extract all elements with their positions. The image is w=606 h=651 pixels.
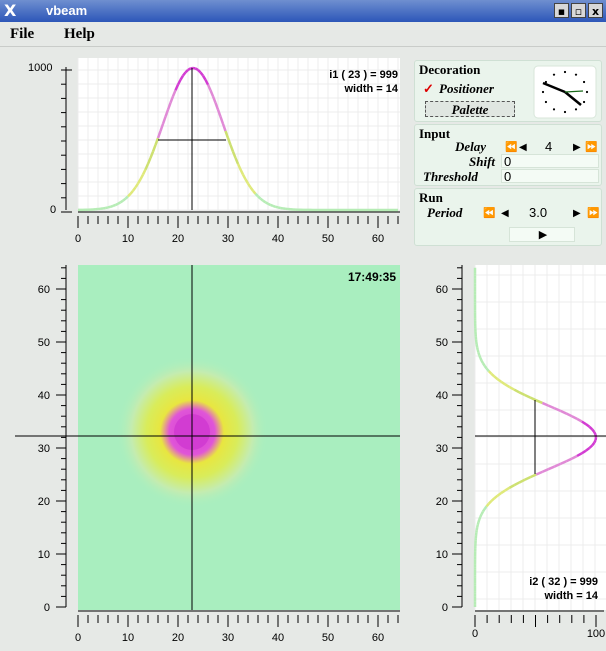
delay-label: Delay <box>455 139 487 154</box>
y-tick-label: 10 <box>436 549 448 561</box>
period-label: Period <box>427 205 463 220</box>
input-panel: Input Delay ⏪ ◀ 4 ▶ ⏩ Shift 0 Threshold … <box>414 124 602 186</box>
minimize-icon[interactable]: ▪ <box>554 3 569 18</box>
width-readout: width = 14 <box>344 83 399 95</box>
x-tick-label: 60 <box>372 632 384 644</box>
shift-field[interactable]: 0 <box>501 154 599 169</box>
run-title: Run <box>419 190 443 205</box>
x-tick-label: 10 <box>122 632 134 644</box>
y-tick-label: 0 <box>50 204 56 216</box>
x-tick-label: 60 <box>372 233 384 245</box>
step-left-icon[interactable]: ◀ <box>519 142 527 153</box>
run-button[interactable]: ▶ <box>509 227 575 242</box>
check-icon[interactable]: ✓ <box>423 81 434 96</box>
x-tick-label: 0 <box>472 628 478 640</box>
y-tick-label: 60 <box>436 284 448 296</box>
y-tick-label: 40 <box>38 390 50 402</box>
peak-readout: i2 ( 32 ) = 999 <box>529 576 598 588</box>
palette-button[interactable]: Palette <box>425 101 515 117</box>
x-logo-icon: X <box>4 1 17 20</box>
threshold-field[interactable]: 0 <box>501 169 599 184</box>
horizontal-profile-plot: 1000 0 0 10 20 30 40 50 60 i1 ( 23 ) = 999 wid… <box>28 58 400 245</box>
x-tick-label: 40 <box>272 233 284 245</box>
fast-rewind-icon[interactable]: ⏪ <box>483 208 496 219</box>
menu-file[interactable]: File <box>10 26 35 42</box>
menu-help[interactable]: Help <box>64 26 95 42</box>
y-tick-label: 0 <box>44 602 50 614</box>
fast-forward-icon[interactable]: ⏩ <box>587 208 600 219</box>
close-icon[interactable]: x <box>588 3 603 18</box>
step-left-icon[interactable]: ◀ <box>501 208 509 219</box>
x-tick-label: 20 <box>172 233 184 245</box>
y-tick-label: 60 <box>38 284 50 296</box>
fast-rewind-icon[interactable]: ⏪ <box>505 142 518 153</box>
delay-value[interactable]: 4 <box>545 139 553 154</box>
maximize-icon[interactable]: ▫ <box>571 3 586 18</box>
x-tick-label: 10 <box>122 233 134 245</box>
y-tick-label: 50 <box>436 337 448 349</box>
threshold-label: Threshold <box>423 169 478 184</box>
step-right-icon[interactable]: ▶ <box>573 142 581 153</box>
x-tick-label: 20 <box>172 632 184 644</box>
x-tick-label: 50 <box>322 632 334 644</box>
x-tick-label: 40 <box>272 632 284 644</box>
title-bar: X vbeam ▪ ▫ x <box>0 0 606 22</box>
plot-area <box>78 58 400 210</box>
y-tick-label: 0 <box>442 602 448 614</box>
y-tick-label: 10 <box>38 549 50 561</box>
decoration-panel: Decoration ✓ Positioner Palette <box>414 60 602 122</box>
y-tick-label: 20 <box>38 496 50 508</box>
time-readout: 17:49:35 <box>348 270 396 284</box>
y-tick-label: 40 <box>436 390 448 402</box>
y-tick-label: 20 <box>436 496 448 508</box>
x-tick-label: 30 <box>222 632 234 644</box>
y-tick-label: 1000 <box>28 62 52 74</box>
y-tick-label: 30 <box>38 443 50 455</box>
width-readout: width = 14 <box>544 590 599 602</box>
x-tick-label: 30 <box>222 233 234 245</box>
clock-icon <box>533 65 597 119</box>
beam-image-plot: 60 50 40 30 20 10 0 0 10 20 30 40 50 60 17:49:35 <box>15 265 400 644</box>
shift-label: Shift <box>469 154 496 169</box>
step-right-icon[interactable]: ▶ <box>573 208 581 219</box>
x-tick-label: 0 <box>75 233 81 245</box>
x-tick-label: 50 <box>322 233 334 245</box>
y-tick-label: 30 <box>436 443 448 455</box>
y-tick-label: 50 <box>38 337 50 349</box>
run-panel: Run Period ⏪ ◀ 3.0 ▶ ⏩ ▶ <box>414 188 602 246</box>
menu-bar: File Help <box>0 22 606 47</box>
input-title: Input <box>419 126 451 141</box>
x-tick-label: 0 <box>75 632 81 644</box>
fast-forward-icon[interactable]: ⏩ <box>585 142 598 153</box>
decoration-title: Decoration <box>419 62 481 77</box>
positioner-toggle[interactable]: Positioner <box>439 81 494 96</box>
peak-readout: i1 ( 23 ) = 999 <box>329 69 398 81</box>
period-value[interactable]: 3.0 <box>529 205 548 220</box>
window-title: vbeam <box>46 3 88 18</box>
x-tick-label: 100 <box>587 628 605 640</box>
